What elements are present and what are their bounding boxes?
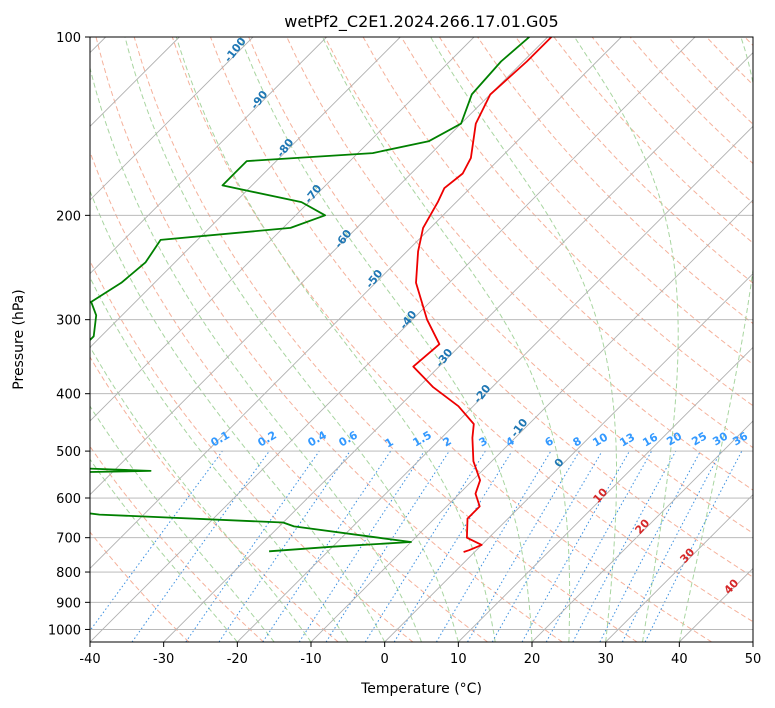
x-tick-label: 30	[597, 652, 614, 667]
dry-adiabat-line	[133, 37, 638, 642]
mixing-ratio-line	[218, 450, 351, 642]
x-axis: -40 -30 -20 -10 0 10 20 30 40 50	[79, 642, 761, 667]
isotherm-line	[163, 52, 753, 642]
x-tick-label: -40	[79, 652, 100, 667]
mixing-ratio-line	[262, 450, 392, 642]
dry-adiabat-line	[438, 37, 753, 366]
isotherm-line	[90, 37, 622, 569]
isotherm-line	[90, 37, 475, 422]
dry-adiabat-line	[90, 150, 488, 642]
x-tick-label: 50	[745, 652, 762, 667]
isobars	[90, 37, 753, 630]
dry-adiabat-line	[324, 37, 753, 491]
y-axis: 100 200 300 400 500 600 700 800 900 1000	[48, 31, 90, 638]
y-tick-label: 900	[56, 596, 81, 611]
moist-adiabat-line	[124, 37, 459, 642]
moist-adiabat-line	[90, 65, 422, 642]
mixing-ratio-line	[90, 450, 223, 632]
mixing-ratio-lines	[90, 450, 743, 642]
y-tick-label: 200	[56, 209, 81, 224]
dry-adiabat-line	[210, 37, 753, 623]
dry-adiabat-line	[90, 531, 190, 642]
x-tick-label: 40	[671, 652, 688, 667]
isotherm-line	[384, 273, 753, 642]
dry-adiabat-line	[400, 37, 753, 407]
isotherm-line	[90, 37, 548, 496]
isotherm-line	[531, 420, 753, 642]
x-tick-label: -20	[227, 652, 248, 667]
isotherm-line	[90, 37, 696, 642]
plot-frame	[89, 36, 754, 643]
x-axis-label: Temperature (°C)	[360, 681, 482, 697]
isotherm-line	[90, 37, 254, 201]
isotherm-line	[310, 199, 753, 642]
dry-adiabat-line	[171, 37, 712, 642]
mixing-ratio-line	[521, 450, 630, 642]
y-tick-label: 500	[56, 445, 81, 460]
x-tick-label: 20	[524, 652, 541, 667]
y-tick-label: 700	[56, 532, 81, 547]
temperature-line	[412, 37, 553, 553]
mixing-ratio-line	[644, 450, 743, 642]
y-tick-label: 800	[56, 566, 81, 581]
moist-adiabats	[90, 37, 753, 642]
isotherm-line	[237, 125, 753, 642]
moist-adiabat-line	[430, 37, 617, 642]
isotherm-line	[90, 37, 327, 275]
x-tick-label: 10	[450, 652, 467, 667]
isotherm-line	[458, 346, 753, 642]
moist-adiabat-line	[175, 37, 496, 642]
moist-adiabat-line	[678, 37, 753, 642]
mixing-ratio-line	[393, 450, 513, 642]
y-axis-label: Pressure (hPa)	[11, 289, 27, 389]
dry-adiabat-line	[90, 445, 264, 642]
dry-adiabat-line	[90, 356, 339, 642]
dry-adiabat-line	[515, 37, 753, 284]
isotherm-line	[605, 494, 753, 642]
moist-adiabat-line	[322, 37, 571, 642]
dry-adiabat-line	[248, 37, 753, 578]
moist-adiabat-line	[239, 37, 533, 642]
mixing-ratio-line	[185, 450, 320, 642]
x-tick-label: -30	[153, 652, 174, 667]
isotherms	[90, 37, 753, 642]
mixing-ratio-line	[325, 450, 450, 642]
moist-adiabat-line	[90, 458, 238, 642]
plot-area: -100-90-80-70-60-50-40-30-20-1000.1 0.2 0.…	[90, 37, 753, 642]
dry-adiabats	[90, 37, 753, 642]
x-tick-label: 0	[381, 652, 389, 667]
mixing-ratio-line	[545, 450, 653, 642]
chart-title: wetPf2_C2E1.2024.266.17.01.G05	[284, 12, 558, 32]
mixing-ratio-line	[131, 450, 270, 642]
moist-adiabat-line	[574, 37, 679, 642]
profile-series	[90, 37, 553, 553]
x-tick-label: -10	[300, 652, 321, 667]
moist-adiabat-line	[90, 189, 386, 642]
y-tick-label: 400	[56, 388, 81, 403]
isotherm-line	[90, 37, 401, 348]
dewpoint-line	[90, 37, 530, 553]
y-tick-label: 600	[56, 492, 81, 507]
y-tick-label: 100	[56, 31, 81, 46]
dry-adiabat-line	[95, 37, 563, 642]
y-tick-label: 1000	[48, 623, 81, 638]
mixing-ratio-line	[572, 450, 677, 642]
moist-adiabat-line	[90, 276, 349, 642]
y-tick-label: 300	[56, 314, 81, 329]
mixing-ratio-line	[298, 450, 425, 642]
moist-adiabat-line	[90, 405, 275, 642]
